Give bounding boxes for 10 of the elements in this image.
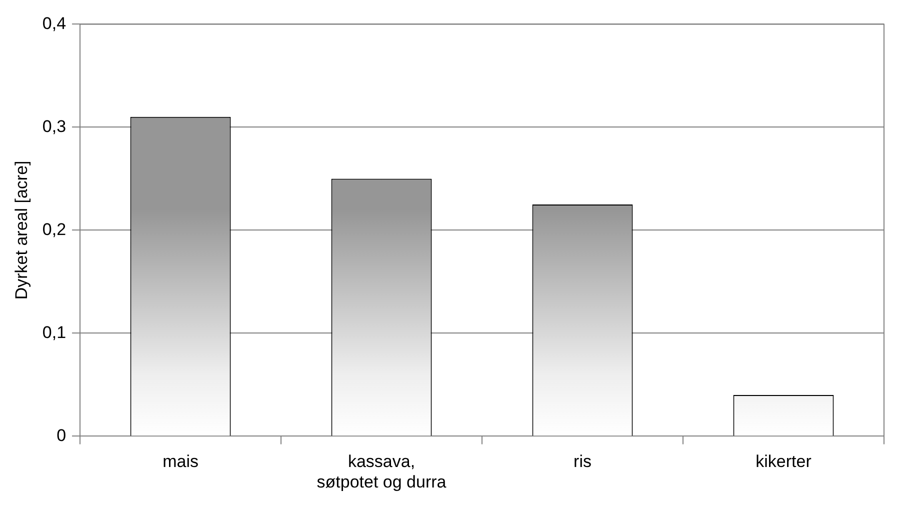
y-tick-label: 0,1 [42,322,66,342]
x-tick-label: mais [162,452,198,472]
y-tick-label: 0,4 [42,14,66,33]
y-tick-label: 0,3 [42,116,66,136]
y-tick-label: 0,2 [42,220,66,239]
x-tick-label: ris [574,452,592,472]
y-tick-label: 0 [56,426,66,445]
x-tick-label: kassava, søtpotet og durra [316,452,447,492]
x-tick-label: kikerter [756,452,812,472]
y-axis-title: Dyrket areal [acre] [12,160,31,300]
